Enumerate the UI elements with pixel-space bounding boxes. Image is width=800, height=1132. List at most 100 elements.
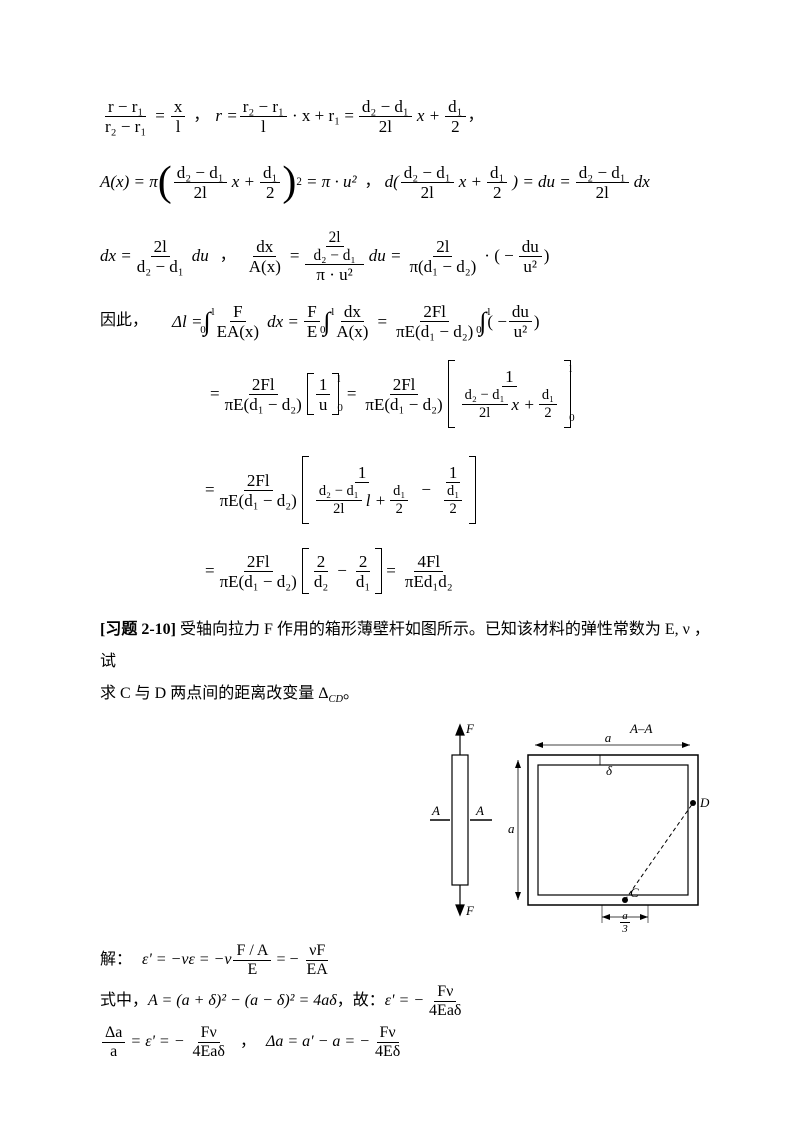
eq2-dt: dx (634, 171, 650, 193)
eq4-i3c: ) (534, 311, 540, 333)
eq5-b1d: u (316, 395, 331, 413)
eq2-sep: ， (365, 172, 381, 193)
eq5-b1n: 1 (316, 376, 331, 395)
eq2-df3d: 2l (593, 183, 612, 201)
eq3-p3c: ) (544, 245, 550, 267)
integral-icon: l∫0 (203, 307, 210, 336)
s3-f3d: 4Eδ (372, 1043, 403, 1060)
eq4-fed: E (304, 322, 320, 340)
s3-m2: Δa = a' − a = − (266, 1032, 370, 1053)
eq3-p3fn: 2l (433, 238, 452, 257)
eq2-im: x + (232, 171, 255, 193)
eq2-if1n: d₂ − d₁ (174, 164, 227, 183)
sol-label: 解： (100, 950, 132, 971)
s2-expr: A = (a + δ)² − (a − δ)² = 4aδ (148, 991, 337, 1012)
eq2-df1d: 2l (418, 183, 437, 201)
eq5-cfn: 2Fl (249, 376, 278, 395)
eq3-p2rd: π · u² (313, 265, 355, 283)
eq1-rf2d: 2l (376, 117, 395, 135)
eq1-rf3n: d₁ (445, 98, 465, 117)
eq1-rf2n: d₂ − d₁ (359, 98, 412, 117)
eq7-b2n: 2 (356, 553, 371, 572)
equation-4: 因此， Δl = l∫0 FEA(x) dx = FE l∫0 dxA(x) =… (100, 303, 720, 340)
fig-F-bot: F (465, 903, 475, 918)
eq4-cfd: πE(d₁ − d₂) (393, 322, 476, 340)
eq4-i3fd: u² (511, 322, 531, 340)
problem-delta-sub: CD (329, 694, 343, 705)
eq2-if1d: 2l (191, 183, 210, 201)
s1-f1n: F / A (233, 943, 271, 961)
fig-delta: δ (606, 763, 613, 778)
problem-statement: [习题 2-10] 受轴向拉力 F 作用的箱形薄壁杆如图所示。已知该材料的弹性常… (100, 614, 720, 711)
eq1-rf3d: 2 (448, 117, 463, 135)
page: r − r₁r₂ − r₁ = xl ， r = r₂ − r₁l · x + … (0, 0, 800, 1132)
eq2-pow: 2 (296, 175, 302, 189)
eq1-rf1n: r₂ − r₁ (240, 98, 287, 117)
eq3-p1l: dx = (100, 245, 132, 267)
eq3-p1fd: d₂ − d₁ (134, 257, 187, 275)
eq2-df1n: d₂ − d₁ (401, 164, 454, 183)
eq2-if2n: d₁ (260, 164, 280, 183)
eq1-dot: · x + r₁ = (292, 105, 354, 127)
eq4-i2fd: A(x) (333, 322, 371, 340)
eq5-cf2d: πE(d₁ − d₂) (362, 395, 445, 413)
s2-fd: 4Eaδ (426, 1002, 464, 1019)
eq1-r1d: l (173, 117, 184, 135)
eq6-cfd: πE(d₁ − d₂) (217, 491, 300, 509)
eq5-in: 1 (502, 368, 517, 387)
eq6-t1n: 1 (355, 464, 370, 483)
eq2-df3n: d₂ − d₁ (576, 164, 629, 183)
eq3-p3d: · ( − (484, 245, 513, 267)
eq1-eq: = (155, 105, 165, 127)
integral-icon: l∫0 (479, 307, 486, 336)
s3-f2d: 4Eaδ (190, 1043, 228, 1060)
eq5-cfd: πE(d₁ − d₂) (222, 395, 305, 413)
eq6-cfn: 2Fl (244, 472, 273, 491)
eq3-s1: ， (220, 246, 236, 267)
fig-D: D (699, 795, 710, 810)
eq2-if2d: 2 (263, 183, 278, 201)
eq3-p1fn: 2l (151, 238, 170, 257)
eq2-lhs: A(x) = π (100, 171, 158, 193)
eq3-p2t: du = (369, 245, 402, 267)
equation-2: A(x) = π ( d₂ − d₁2l x + d₁2 ) 2 = π · u… (100, 155, 720, 210)
eq4-i1fd: EA(x) (214, 322, 262, 340)
s3-f2n: Fν (198, 1025, 220, 1043)
s1-f2d: EA (304, 961, 331, 978)
eq2-dl: d( (385, 171, 399, 193)
eq7-rn: 4Fl (414, 553, 443, 572)
eq1-c2: ， (468, 106, 484, 127)
eq1-r-expr: r = (215, 105, 237, 127)
equation-5: = 2FlπE(d₁ − d₂) 1u l0 = 2FlπE(d₁ − d₂) … (210, 360, 720, 428)
eq2-df2n: d₁ (487, 164, 507, 183)
s2-sep: ，故： (337, 991, 385, 1012)
eq6-minus: − (421, 479, 431, 501)
fig-a-top: a (605, 730, 612, 745)
eq7-m: − (337, 560, 347, 582)
eq3-p3fd: π(d₁ − d₂) (406, 257, 479, 275)
eq4-i1t: dx = (267, 311, 299, 333)
equation-7: = 2FlπE(d₁ − d₂) 2d₂ − 2d₁ = 4FlπEd₁d₂ (205, 548, 720, 594)
fig-AA: A–A (629, 721, 652, 736)
eq3-p2eq: = (290, 245, 300, 267)
integral-icon: l∫0 (323, 307, 330, 336)
fig-a-left: a (508, 821, 515, 836)
eq4-dl: Δl = (172, 311, 202, 333)
eq7-b1d: d₂ (311, 572, 331, 590)
eq3-nested-num: 2ld₂ − d₁ (305, 230, 363, 266)
eq2-dr: ) = du = (512, 171, 570, 193)
s3-f1d: a (107, 1043, 120, 1060)
s1-f1d: E (245, 961, 261, 978)
eq6-t1d: d₂ − d₁2l l + d₁2 (311, 483, 414, 516)
eq5-cf2n: 2Fl (390, 376, 419, 395)
eq1-lhs-den: r₂ − r₁ (102, 117, 149, 135)
equation-1: r − r₁r₂ − r₁ = xl ， r = r₂ − r₁l · x + … (100, 98, 720, 135)
fig-A-right: A (475, 803, 484, 818)
eq3-p3f2d: u² (520, 257, 540, 275)
fig-F-top: F (465, 721, 475, 736)
equation-6: = 2FlπE(d₁ − d₂) 1 d₂ − d₁2l l + d₁2 − 1… (205, 456, 720, 524)
eq7-rd: πEd₁d₂ (402, 572, 456, 590)
eq7-b2d: d₁ (353, 572, 373, 590)
s3-f1n: Δa (102, 1025, 125, 1043)
eq1-lhs-num: r − r₁ (105, 98, 146, 117)
